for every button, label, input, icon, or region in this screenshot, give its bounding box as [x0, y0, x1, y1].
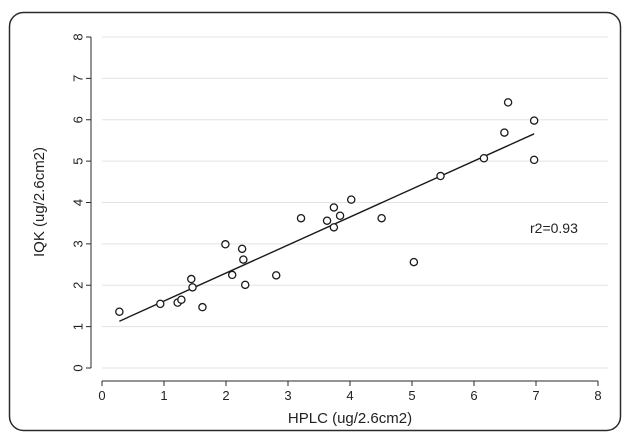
y-tick-label: 2 — [71, 282, 86, 289]
x-tick-label: 6 — [470, 388, 477, 403]
y-ticks: 0 1 2 3 4 5 6 7 8 — [71, 33, 91, 372]
data-point — [377, 213, 386, 223]
data-point — [479, 153, 489, 163]
data-point — [346, 195, 356, 204]
data-point — [271, 271, 281, 280]
data-point — [177, 295, 186, 304]
data-point — [239, 255, 248, 264]
x-tick-label: 2 — [222, 388, 229, 403]
data-points — [115, 98, 539, 316]
data-point — [500, 128, 509, 137]
data-point — [198, 302, 207, 312]
data-point — [237, 244, 247, 254]
data-point — [529, 116, 539, 125]
data-point — [115, 307, 124, 316]
fit-line — [119, 133, 535, 322]
x-tick-label: 4 — [346, 388, 353, 403]
y-tick-label: 7 — [71, 75, 86, 82]
x-tick-label: 8 — [594, 388, 601, 403]
data-point — [436, 171, 445, 181]
data-point — [188, 283, 197, 292]
x-tick-label: 1 — [160, 388, 167, 403]
y-tick-label: 0 — [71, 364, 86, 371]
data-point — [296, 213, 306, 223]
data-point — [409, 257, 419, 267]
data-point — [329, 203, 339, 212]
regression-line — [119, 133, 535, 322]
y-tick-label: 6 — [71, 116, 86, 123]
r-squared-annotation: r2=0.93 — [530, 220, 578, 236]
x-ticks: 0 1 2 3 4 5 6 7 8 — [98, 381, 602, 403]
y-tick-label: 1 — [71, 323, 86, 330]
y-axis-title: IQK (ug/2.6cm2) — [31, 147, 48, 257]
y-tick-label: 4 — [71, 199, 86, 206]
data-point — [329, 223, 339, 232]
data-point — [221, 240, 230, 249]
x-tick-label: 7 — [532, 388, 539, 403]
data-point — [335, 211, 345, 220]
x-tick-label: 5 — [408, 388, 415, 403]
grid-lines — [102, 36, 608, 369]
x-tick-label: 0 — [98, 388, 105, 403]
data-point — [187, 274, 196, 284]
x-axis-title: HPLC (ug/2.6cm2) — [288, 410, 412, 427]
data-point — [240, 280, 250, 290]
x-tick-label: 3 — [284, 388, 291, 403]
data-point — [156, 299, 165, 309]
data-point — [227, 270, 237, 280]
data-point — [529, 155, 539, 165]
y-tick-label: 8 — [71, 33, 86, 40]
y-tick-label: 5 — [71, 158, 86, 165]
data-point — [322, 216, 332, 225]
data-point — [503, 98, 513, 107]
y-tick-label: 3 — [71, 240, 86, 247]
outer-border — [8, 11, 622, 432]
